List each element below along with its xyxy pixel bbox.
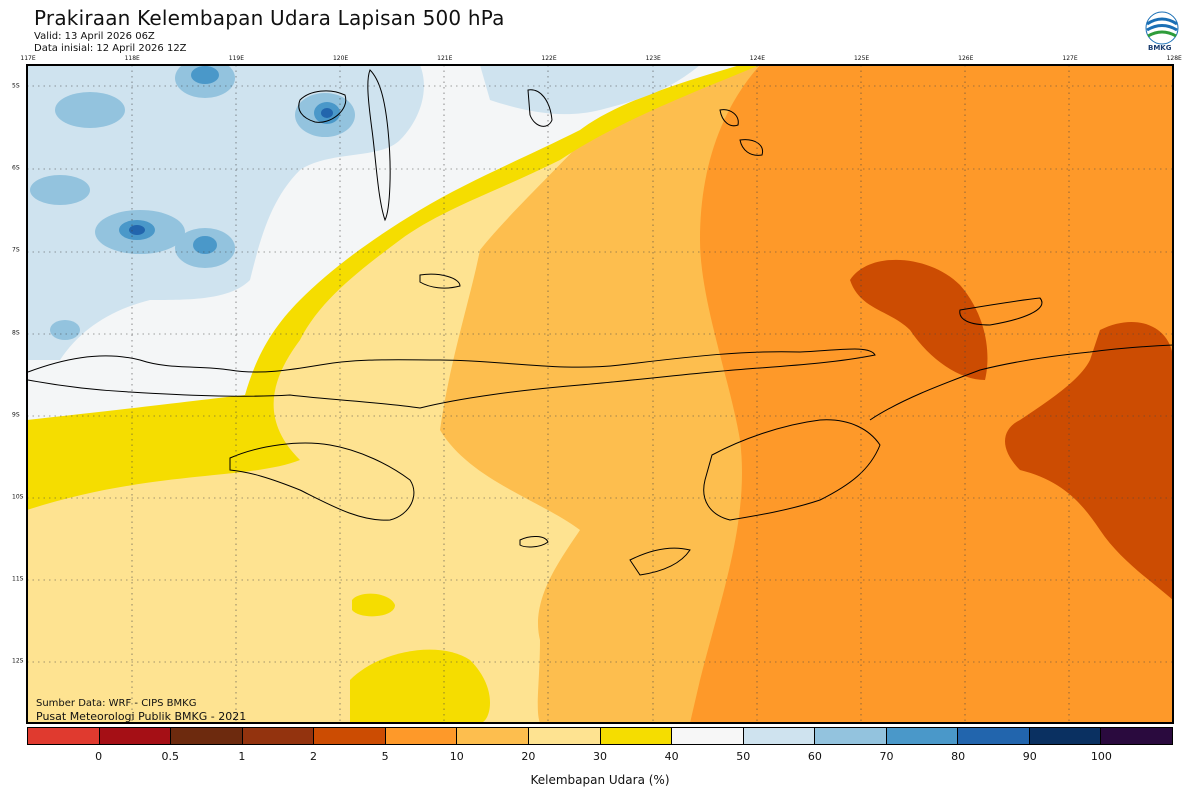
colorbar-label: 20: [521, 750, 536, 763]
colorbar-segment: [1029, 728, 1102, 744]
colorbar-label: 5: [381, 750, 389, 763]
colorbar-segment: [314, 728, 386, 744]
bmkg-logo-icon: [1145, 11, 1179, 45]
colorbar-label: 60: [807, 750, 822, 763]
colorbar-label: 50: [736, 750, 751, 763]
valid-time: Valid: 13 April 2026 06Z: [34, 31, 155, 42]
blob-core-1: [129, 225, 145, 235]
colorbar-segment: [958, 728, 1030, 744]
colorbar-label: 70: [879, 750, 894, 763]
lon-label: 124E: [749, 55, 766, 62]
blob-dark-4: [191, 66, 219, 84]
colorbar-segment: [99, 728, 172, 744]
colorbar-segment: [242, 728, 315, 744]
colorbar-segment: [672, 728, 744, 744]
colorbar-segment: [457, 728, 529, 744]
colorbar-label: 1: [238, 750, 246, 763]
blob-blue-7: [30, 175, 90, 205]
colorbar-segment: [528, 728, 601, 744]
lon-label: 128E: [1166, 55, 1182, 62]
lat-label: 12S: [12, 657, 24, 665]
lat-label: 5S: [12, 82, 20, 90]
colorbar-title: Kelembapan Udara (%): [530, 773, 670, 787]
colorbar-segment: [28, 728, 100, 744]
lon-label: 127E: [1062, 55, 1078, 62]
colorbar: [27, 727, 1173, 745]
field-lightblue2: [480, 65, 700, 115]
lat-label: 7S: [12, 246, 20, 254]
lon-label: 123E: [645, 55, 661, 62]
colorbar-segment: [743, 728, 816, 744]
field-lightblue: [27, 65, 424, 360]
blob-dark-2: [193, 236, 217, 254]
lat-label: 9S: [12, 411, 20, 419]
colorbar-segment: [1101, 728, 1172, 744]
colorbar-label: 2: [310, 750, 317, 763]
coastlines: [27, 69, 1173, 576]
lon-label: 125E: [853, 55, 870, 62]
field-yellow-blob2: [352, 593, 395, 617]
blob-blue-6: [50, 320, 80, 340]
colorbar-label: 10: [449, 750, 464, 763]
lat-label: 6S: [12, 164, 20, 172]
field-yellow-blob: [350, 649, 490, 723]
colorbar-label: 100: [1090, 750, 1112, 763]
lat-label: 8S: [12, 329, 20, 337]
colorbar-segment: [600, 728, 673, 744]
lon-label: 118E: [124, 55, 140, 62]
lat-label: 11S: [12, 575, 24, 583]
lon-label: 121E: [437, 55, 453, 62]
blob-blue-5: [55, 92, 125, 128]
lat-label: 10S: [12, 493, 24, 501]
office-credit: Pusat Meteorologi Publik BMKG - 2021: [36, 710, 247, 723]
colorbar-label: 90: [1022, 750, 1037, 763]
graticule: [27, 65, 1173, 723]
colorbar-label: 0: [95, 750, 103, 763]
lon-label: 117E: [20, 55, 36, 62]
colorbar-segment: [815, 728, 887, 744]
lon-label: 122E: [541, 55, 557, 62]
colorbar-label: 80: [951, 750, 966, 763]
blob-core-2: [321, 108, 333, 118]
lon-label: 119E: [228, 55, 245, 62]
logo-text: BMKG: [1148, 44, 1172, 52]
map-title: Prakiraan Kelembapan Udara Lapisan 500 h…: [34, 6, 505, 30]
field-dark-orange-1: [850, 259, 988, 380]
field-dark-orange-2: [1005, 321, 1173, 600]
init-time: Data inisial: 12 April 2026 12Z: [34, 43, 187, 54]
lon-label: 120E: [332, 55, 349, 62]
colorbar-segment: [385, 728, 458, 744]
colorbar-label: 0.5: [161, 750, 180, 763]
colorbar-segment: [171, 728, 243, 744]
map-frame: [26, 64, 1174, 724]
humidity-field: [27, 65, 1173, 723]
colorbar-label: 40: [664, 750, 679, 763]
colorbar-segment: [886, 728, 959, 744]
data-source: Sumber Data: WRF - CIPS BMKG: [36, 698, 197, 709]
colorbar-label: 30: [593, 750, 607, 763]
lon-label: 126E: [958, 55, 974, 62]
